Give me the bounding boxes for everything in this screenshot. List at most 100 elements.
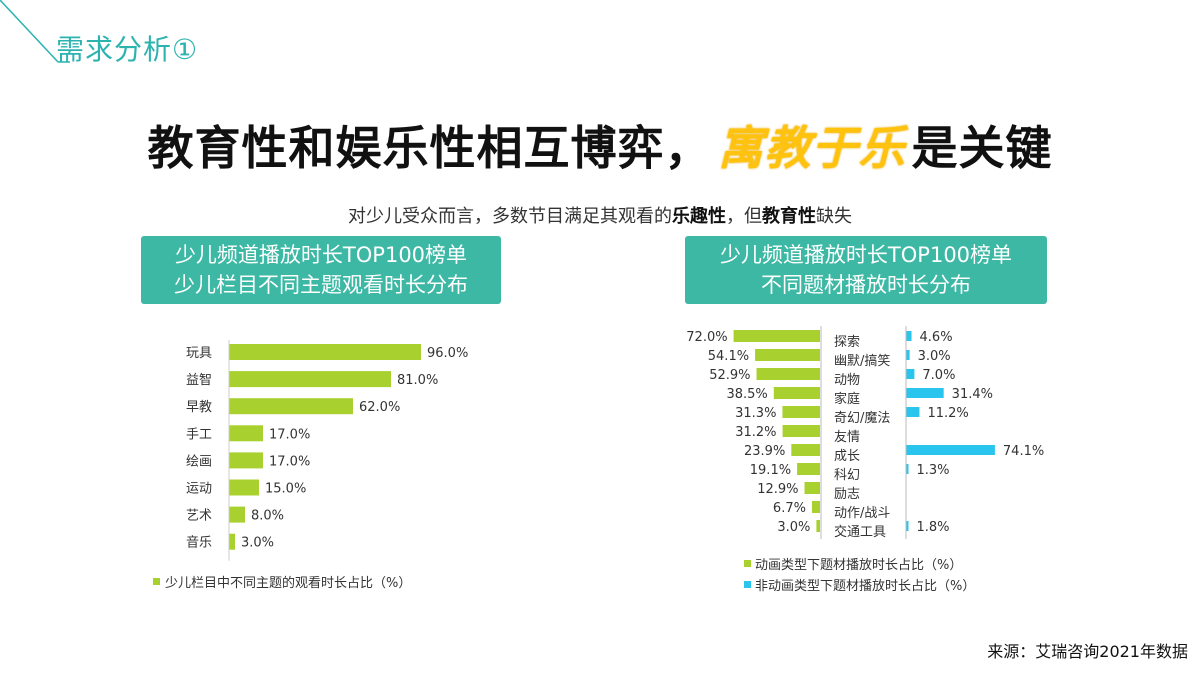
right-chart-category-label: 友情: [834, 429, 860, 445]
right-chart-green-value: 19.1%: [750, 463, 791, 478]
left-legend-label: 少儿栏目中不同主题的观看时长占比（%）: [165, 575, 411, 591]
left-value-label: 17.0%: [269, 427, 310, 442]
right-chart-blue-bar: [906, 407, 920, 417]
right-chart-blue-bar: [906, 350, 910, 360]
left-banner-line1: 少儿频道播放时长TOP100榜单: [174, 243, 468, 267]
subtitle-part3: 缺失: [816, 206, 852, 227]
left-bar: [229, 479, 259, 496]
headline-pre: 教育性和娱乐性相互博弈，: [147, 121, 712, 175]
left-value-label: 8.0%: [251, 509, 284, 524]
right-chart-blue-value: 1.3%: [917, 463, 950, 478]
right-chart-blue-value: 3.0%: [918, 349, 951, 364]
left-bar: [229, 398, 353, 415]
right-chart-green-value: 12.9%: [757, 482, 798, 497]
right-chart-green-bar: [756, 368, 820, 380]
subtitle-bold1: 乐趣性: [672, 206, 726, 227]
right-chart-green-bar: [773, 387, 820, 399]
left-category-label: 艺术: [186, 509, 212, 524]
right-chart-green-value: 54.1%: [708, 349, 749, 364]
right-chart-green-bar: [797, 463, 820, 475]
left-value-label: 3.0%: [241, 536, 274, 551]
right-chart-category-label: 励志: [834, 487, 860, 502]
right-chart-blue-bar: [906, 331, 912, 341]
right-chart-category-label: 动作/战斗: [834, 506, 890, 521]
right-chart-green-value: 38.5%: [726, 387, 767, 402]
left-banner-line2: 少儿栏目不同主题观看时长分布: [174, 273, 468, 297]
left-bar: [229, 506, 245, 523]
right-chart-banner: 少儿频道播放时长TOP100榜单 不同题材播放时长分布: [685, 236, 1047, 304]
right-legend-green-label: 动画类型下题材播放时长占比（%）: [755, 558, 962, 573]
subtitle: 对少儿受众而言，多数节目满足其观看的乐趣性，但教育性缺失: [0, 202, 1200, 228]
left-category-label: 运动: [186, 482, 212, 497]
right-chart-blue-value: 1.8%: [917, 520, 950, 535]
headline-highlight: 寓教于乐: [717, 121, 906, 175]
right-chart-category-label: 奇幻/魔法: [834, 410, 890, 426]
left-bar: [229, 371, 391, 388]
right-chart-category-label: 科幻: [834, 468, 860, 483]
right-chart-green-value: 23.9%: [744, 444, 785, 459]
left-category-label: 手工: [186, 427, 212, 442]
right-chart-category-label: 动物: [834, 373, 860, 388]
right-chart-green-bar: [733, 330, 820, 342]
right-chart-category-label: 交通工具: [834, 524, 886, 540]
right-chart-blue-value: 4.6%: [920, 330, 953, 345]
subtitle-bold2: 教育性: [762, 206, 816, 227]
right-chart-green-bar: [816, 520, 820, 532]
right-chart-green-bar: [782, 406, 820, 418]
left-value-label: 62.0%: [359, 400, 400, 415]
left-category-label: 玩具: [186, 346, 212, 361]
left-bar: [229, 344, 421, 360]
headline-post: 是关键: [911, 121, 1053, 175]
left-chart-banner: 少儿频道播放时长TOP100榜单 少儿栏目不同主题观看时长分布: [141, 236, 501, 304]
right-legend-green-swatch: [744, 560, 751, 567]
right-legend-blue-label: 非动画类型下题材播放时长占比（%）: [755, 579, 975, 594]
right-chart-blue-bar: [906, 445, 995, 455]
right-chart-blue-bar: [906, 388, 944, 398]
source-note: 来源：艾瑞咨询2021年数据: [987, 642, 1188, 661]
right-banner-line2: 不同题材播放时长分布: [761, 273, 971, 297]
right-chart-blue-bar: [906, 464, 909, 474]
right-chart-blue-value: 74.1%: [1003, 444, 1044, 459]
right-chart-green-value: 6.7%: [773, 501, 806, 516]
left-bar-chart: 玩具 96.0% 益智 81.0% 早教 62.0% 手工 17.0% 绘画 17.0% 运动 15.…: [153, 340, 468, 591]
right-chart-category-label: 家庭: [834, 391, 860, 407]
left-value-label: 17.0%: [269, 454, 310, 469]
right-chart-category-label: 成长: [834, 449, 860, 464]
right-chart-green-value: 3.0%: [777, 520, 810, 535]
right-chart-green-value: 31.3%: [735, 406, 776, 421]
left-legend-swatch: [153, 578, 160, 585]
right-chart-green-bar: [791, 444, 820, 456]
right-chart-blue-value: 11.2%: [927, 406, 968, 421]
right-chart-green-bar: [755, 349, 820, 361]
right-chart-green-bar: [782, 425, 820, 437]
subtitle-part1: 对少儿受众而言，多数节目满足其观看的: [348, 206, 672, 227]
left-category-label: 音乐: [186, 535, 212, 551]
left-value-label: 81.0%: [397, 373, 438, 388]
left-value-label: 96.0%: [427, 346, 468, 361]
right-chart-blue-value: 7.0%: [922, 368, 955, 383]
right-chart-blue-value: 31.4%: [952, 387, 993, 402]
right-chart-category-label: 探索: [834, 335, 860, 350]
right-chart-green-value: 31.2%: [735, 425, 776, 440]
right-banner-line1: 少儿频道播放时长TOP100榜单: [719, 243, 1013, 267]
left-bar: [229, 425, 263, 442]
left-category-label: 益智: [186, 373, 212, 388]
right-chart-green-value: 52.9%: [709, 368, 750, 383]
section-title: 需求分析①: [56, 33, 199, 66]
right-chart-green-value: 72.0%: [686, 330, 727, 345]
corner-decoration-line: [0, 0, 70, 63]
left-category-label: 早教: [186, 399, 212, 415]
right-diverging-bar-chart: 72.0% 探索 4.6% 54.1% 幽默/搞笑 3.0% 52.9% 动物 7.0% 38.5…: [686, 326, 1044, 594]
right-chart-blue-bar: [906, 521, 909, 531]
headline: 教育性和娱乐性相互博弈， 寓教于乐 是关键: [0, 112, 1200, 178]
right-legend-blue-swatch: [744, 581, 751, 588]
left-category-label: 绘画: [186, 454, 212, 469]
left-bar: [229, 452, 263, 469]
right-chart-blue-bar: [906, 369, 915, 379]
right-chart-category-label: 幽默/搞笑: [834, 353, 890, 369]
right-chart-green-bar: [811, 501, 820, 513]
left-bar: [229, 533, 235, 550]
left-value-label: 15.0%: [265, 482, 306, 497]
right-chart-green-bar: [804, 482, 820, 494]
subtitle-part2: ，但: [726, 206, 762, 227]
